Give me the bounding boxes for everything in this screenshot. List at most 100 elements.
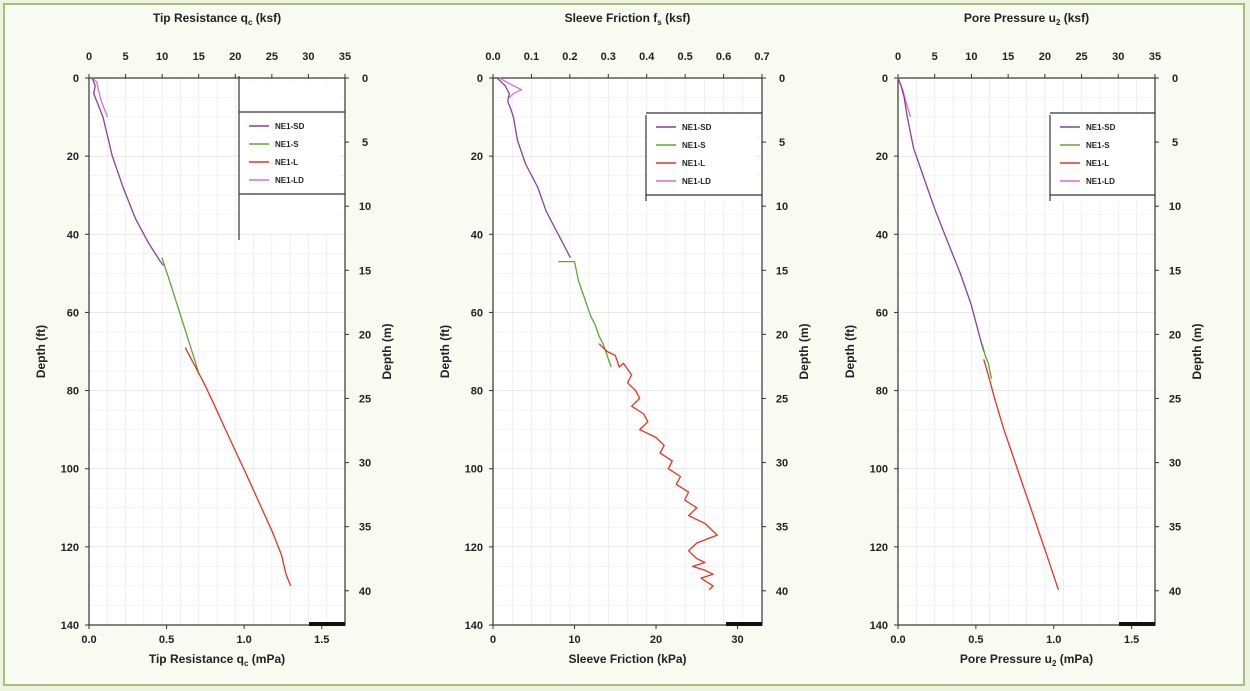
series-line-ne1-l xyxy=(184,347,292,587)
scale-bar xyxy=(1119,622,1155,626)
top-x-tick-label: 10 xyxy=(156,51,168,63)
right-y-tick-label: 35 xyxy=(776,522,788,534)
top-x-tick-label: 30 xyxy=(302,51,314,63)
x-tick-label: 0 xyxy=(490,634,496,646)
legend-label: NE1-S xyxy=(275,140,299,149)
series-line-ne1-sd xyxy=(91,77,165,266)
legend-label: NE1-SD xyxy=(1086,123,1116,132)
legend-label: NE1-S xyxy=(1086,141,1110,150)
top-x-tick-label: 5 xyxy=(123,51,129,63)
x-tick-label: 1.5 xyxy=(314,634,329,646)
right-y-tick-label: 10 xyxy=(1169,201,1181,213)
right-y-tick-label: 10 xyxy=(359,201,371,213)
right-y-tick-label: 5 xyxy=(362,137,368,149)
top-x-tick-label: 0.7 xyxy=(754,51,769,63)
series-line-ne1-sd xyxy=(496,77,571,258)
top-x-tick-label: 0.1 xyxy=(524,51,539,63)
top-x-tick-label: 35 xyxy=(339,51,351,63)
figure-frame: 0 20 40 60 80 100 120 140 0 5 10 15 20 25 30 35 40 0.0 0.5… xyxy=(3,3,1245,686)
left-axis-title: Depth (ft) xyxy=(34,325,48,378)
y-tick-label: 120 xyxy=(61,542,79,554)
right-y-tick-label: 15 xyxy=(359,265,371,277)
top-x-tick-label: 0.5 xyxy=(677,51,692,63)
y-tick-label: 40 xyxy=(471,229,483,241)
right-y-tick-label: 25 xyxy=(359,393,371,405)
legend: NE1-SD NE1-S NE1-L NE1-LD xyxy=(238,76,345,240)
x-tick-label: 1.0 xyxy=(237,634,252,646)
y-tick-label: 60 xyxy=(876,307,888,319)
series-line-ne1-l xyxy=(598,343,718,591)
legend: NE1-SD NE1-S NE1-L NE1-LD xyxy=(1049,112,1155,201)
right-y-tick-label: 40 xyxy=(1169,586,1181,598)
right-y-tick-label: 20 xyxy=(1169,329,1181,341)
scale-bar xyxy=(726,622,762,626)
right-y-tick-label: 0 xyxy=(1172,73,1178,85)
right-y-tick-label: 30 xyxy=(776,458,788,470)
right-axis-title: Depth (m) xyxy=(1190,324,1204,380)
x-tick-label: 0.5 xyxy=(968,634,983,646)
x-tick-label: 30 xyxy=(731,634,743,646)
series-line-ne1-s xyxy=(981,343,993,380)
series-line-ne1-s xyxy=(558,260,612,368)
right-y-tick-label: 25 xyxy=(1169,393,1181,405)
right-y-tick-label: 0 xyxy=(779,73,785,85)
y-tick-label: 80 xyxy=(471,386,483,398)
legend-label: NE1-LD xyxy=(1086,177,1115,186)
right-y-tick-label: 20 xyxy=(776,329,788,341)
right-y-tick-label: 30 xyxy=(1169,458,1181,470)
right-y-tick-label: 15 xyxy=(776,265,788,277)
y-tick-label: 60 xyxy=(471,307,483,319)
top-x-tick-label: 0 xyxy=(86,51,92,63)
legend-label: NE1-L xyxy=(682,159,705,168)
legend-label: NE1-L xyxy=(1086,159,1109,168)
top-axis-title: Tip Resistance qc (ksf) xyxy=(153,11,281,27)
top-x-tick-label: 15 xyxy=(193,51,205,63)
y-tick-label: 100 xyxy=(61,464,79,476)
top-x-tick-label: 15 xyxy=(1002,51,1014,63)
x-tick-label: 1.0 xyxy=(1046,634,1061,646)
right-y-tick-label: 10 xyxy=(776,201,788,213)
top-axis-title: Sleeve Friction fs (ksf) xyxy=(565,11,691,27)
right-axis-title: Depth (m) xyxy=(380,324,394,380)
left-axis-title: Depth (ft) xyxy=(438,325,452,378)
x-tick-label: 20 xyxy=(650,634,662,646)
top-x-tick-label: 0 xyxy=(895,51,901,63)
y-tick-label: 40 xyxy=(876,229,888,241)
y-tick-label: 100 xyxy=(870,464,888,476)
plot-frame xyxy=(897,77,1156,626)
legend-box xyxy=(1050,115,1154,201)
top-x-tick-label: 25 xyxy=(1075,51,1087,63)
y-tick-label: 120 xyxy=(870,542,888,554)
right-axis-title: Depth (m) xyxy=(797,324,811,380)
top-axis-title: Pore Pressure u2 (ksf) xyxy=(964,11,1089,27)
bottom-axis-title: Pore Pressure u2 (mPa) xyxy=(960,652,1093,668)
y-tick-label: 20 xyxy=(67,151,79,163)
y-tick-label: 60 xyxy=(67,307,79,319)
right-y-tick-label: 35 xyxy=(1169,522,1181,534)
series-line-ne1-s xyxy=(161,257,200,376)
right-y-tick-label: 40 xyxy=(359,586,371,598)
top-x-tick-label: 35 xyxy=(1149,51,1161,63)
legend-label: NE1-LD xyxy=(275,176,304,185)
bottom-axis-title: Sleeve Friction (kPa) xyxy=(568,652,686,666)
top-x-tick-label: 20 xyxy=(229,51,241,63)
top-x-tick-label: 5 xyxy=(932,51,938,63)
top-x-tick-label: 0.6 xyxy=(716,51,731,63)
top-x-tick-label: 0.4 xyxy=(639,51,655,63)
y-tick-label: 40 xyxy=(67,229,79,241)
y-tick-label: 80 xyxy=(876,386,888,398)
legend-label: NE1-SD xyxy=(275,122,305,131)
top-x-tick-label: 10 xyxy=(965,51,977,63)
right-y-tick-label: 25 xyxy=(776,393,788,405)
y-tick-label: 0 xyxy=(477,73,483,85)
x-tick-label: 0.5 xyxy=(159,634,174,646)
legend-label: NE1-LD xyxy=(682,177,711,186)
y-tick-label: 120 xyxy=(465,542,483,554)
y-tick-label: 0 xyxy=(882,73,888,85)
x-tick-label: 1.5 xyxy=(1124,634,1139,646)
legend-box xyxy=(646,115,756,201)
plot-frame xyxy=(88,77,346,626)
series-line-ne1-ld xyxy=(91,77,109,118)
